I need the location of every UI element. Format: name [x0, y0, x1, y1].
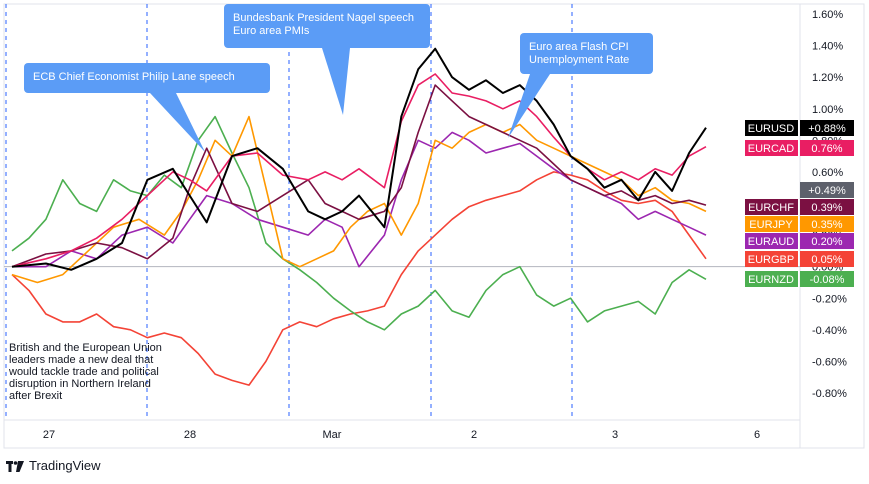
x-tick-label: Mar [323, 429, 342, 441]
legend-value-badge [800, 271, 854, 287]
legend-item-eurchf[interactable]: EURCHF 0.39% [745, 199, 854, 215]
callout-pointer [150, 93, 205, 152]
legend[interactable]: EURUSD +0.88% EURCAD 0.76% +0.49% EURCHF 0.39%… [745, 120, 854, 287]
legend-pair-badge [745, 199, 798, 215]
callout-text: Euro area PMIs [233, 25, 310, 37]
legend-item-eurjpy[interactable]: EURJPY 0.35% [745, 216, 854, 232]
brexit-note-line: British and the European Union [9, 342, 162, 354]
brand-name: TradingView [29, 458, 101, 473]
tradingview-brand[interactable]: TradingView [6, 458, 101, 473]
legend-value-label: 0.76% [811, 143, 842, 155]
callout-text: Unemployment Rate [529, 54, 629, 66]
callout-box [224, 4, 430, 48]
brexit-note-line: leaders made a new deal that [9, 354, 154, 366]
legend-value-label: 0.35% [811, 219, 842, 231]
legend-value-label: 0.39% [811, 202, 842, 214]
y-tick-label: 1.60% [812, 9, 843, 21]
x-tick-label: 6 [754, 429, 760, 441]
callout-box [520, 33, 653, 74]
callout-pointer [322, 48, 350, 115]
callout-text: Euro area Flash CPI [529, 41, 629, 53]
chart-frame [3, 3, 865, 449]
legend-value-label: 0.20% [811, 236, 842, 248]
brexit-note-line: disruption in Northern Ireland [9, 378, 151, 390]
legend-value-badge [800, 182, 854, 198]
legend-pair-label: EURCHF [748, 202, 794, 214]
legend-pair-label: EURAUD [748, 236, 795, 248]
series-line-eurgbp [11, 171, 707, 386]
y-tick-label: -0.40% [812, 325, 847, 337]
series-line-eurusd [11, 47, 707, 271]
legend-pair-label: EURUSD [748, 123, 795, 135]
series-line-eurchf [11, 84, 707, 268]
legend-pair-label: EURGBP [748, 254, 794, 266]
y-tick-label: 1.20% [812, 72, 843, 84]
series-line-eurnzd [11, 115, 707, 331]
callout-text: ECB Chief Economist Philip Lane speech [33, 71, 235, 83]
y-tick-label: -0.20% [812, 293, 847, 305]
legend-pair-label: EURCAD [748, 143, 795, 155]
legend-value-badge [800, 120, 854, 136]
callout-text: Bundesbank President Nagel speech [233, 12, 414, 24]
legend-pair-badge [745, 271, 798, 287]
legend-value-label: -0.08% [810, 274, 845, 286]
legend-value-badge [800, 199, 854, 215]
y-tick-label: 0.60% [812, 167, 843, 179]
legend-value-badge [800, 216, 854, 232]
brexit-note: British and the European Union leaders m… [9, 342, 162, 402]
y-tick-label: -0.80% [812, 388, 847, 400]
event-callout: ECB Chief Economist Philip Lane speech [24, 63, 270, 152]
legend-pair-label: EURJPY [749, 219, 793, 231]
y-tick-label: 1.00% [812, 104, 843, 116]
y-tick-label: 1.40% [812, 41, 843, 53]
legend-pair-badge [745, 120, 798, 136]
callout-box [24, 63, 270, 93]
legend-pair-badge [745, 140, 798, 156]
y-tick-label: -0.60% [812, 356, 847, 368]
legend-item-euraud[interactable]: EURAUD 0.20% [745, 233, 854, 249]
legend-value-badge [800, 140, 854, 156]
legend-pair-badge [745, 216, 798, 232]
x-tick-label: 28 [184, 429, 196, 441]
event-callouts: ECB Chief Economist Philip Lane speechBu… [24, 4, 653, 152]
legend-pair-badge [745, 233, 798, 249]
legend-value-badge [800, 251, 854, 267]
brexit-note-line: after Brexit [9, 390, 63, 402]
x-tick-label: 27 [43, 429, 55, 441]
series-line-eurjpy [11, 115, 707, 284]
legend-item-hidden[interactable]: +0.49% [800, 182, 854, 198]
legend-item-eurgbp[interactable]: EURGBP 0.05% [745, 251, 854, 267]
x-axis-ticks: 27 28 Mar 2 3 6 [43, 429, 760, 441]
legend-pair-label: EURNZD [748, 274, 794, 286]
legend-value-label: +0.49% [808, 185, 846, 197]
legend-value-label: +0.88% [808, 123, 846, 135]
legend-item-eurusd[interactable]: EURUSD +0.88% [745, 120, 854, 136]
legend-value-badge [800, 233, 854, 249]
series-line-eurcad [11, 73, 707, 268]
x-tick-label: 2 [471, 429, 477, 441]
series-layer [11, 47, 707, 386]
brexit-note-line: would tackle trade and political [9, 366, 159, 378]
legend-pair-badge [745, 251, 798, 267]
callout-pointer [508, 74, 550, 138]
session-separators [5, 4, 573, 420]
legend-item-eurcad[interactable]: EURCAD 0.76% [745, 140, 854, 156]
legend-value-label: 0.05% [811, 254, 842, 266]
x-tick-label: 3 [612, 429, 618, 441]
legend-item-eurnzd[interactable]: EURNZD -0.08% [745, 271, 854, 287]
tradingview-logo-icon [6, 460, 24, 472]
